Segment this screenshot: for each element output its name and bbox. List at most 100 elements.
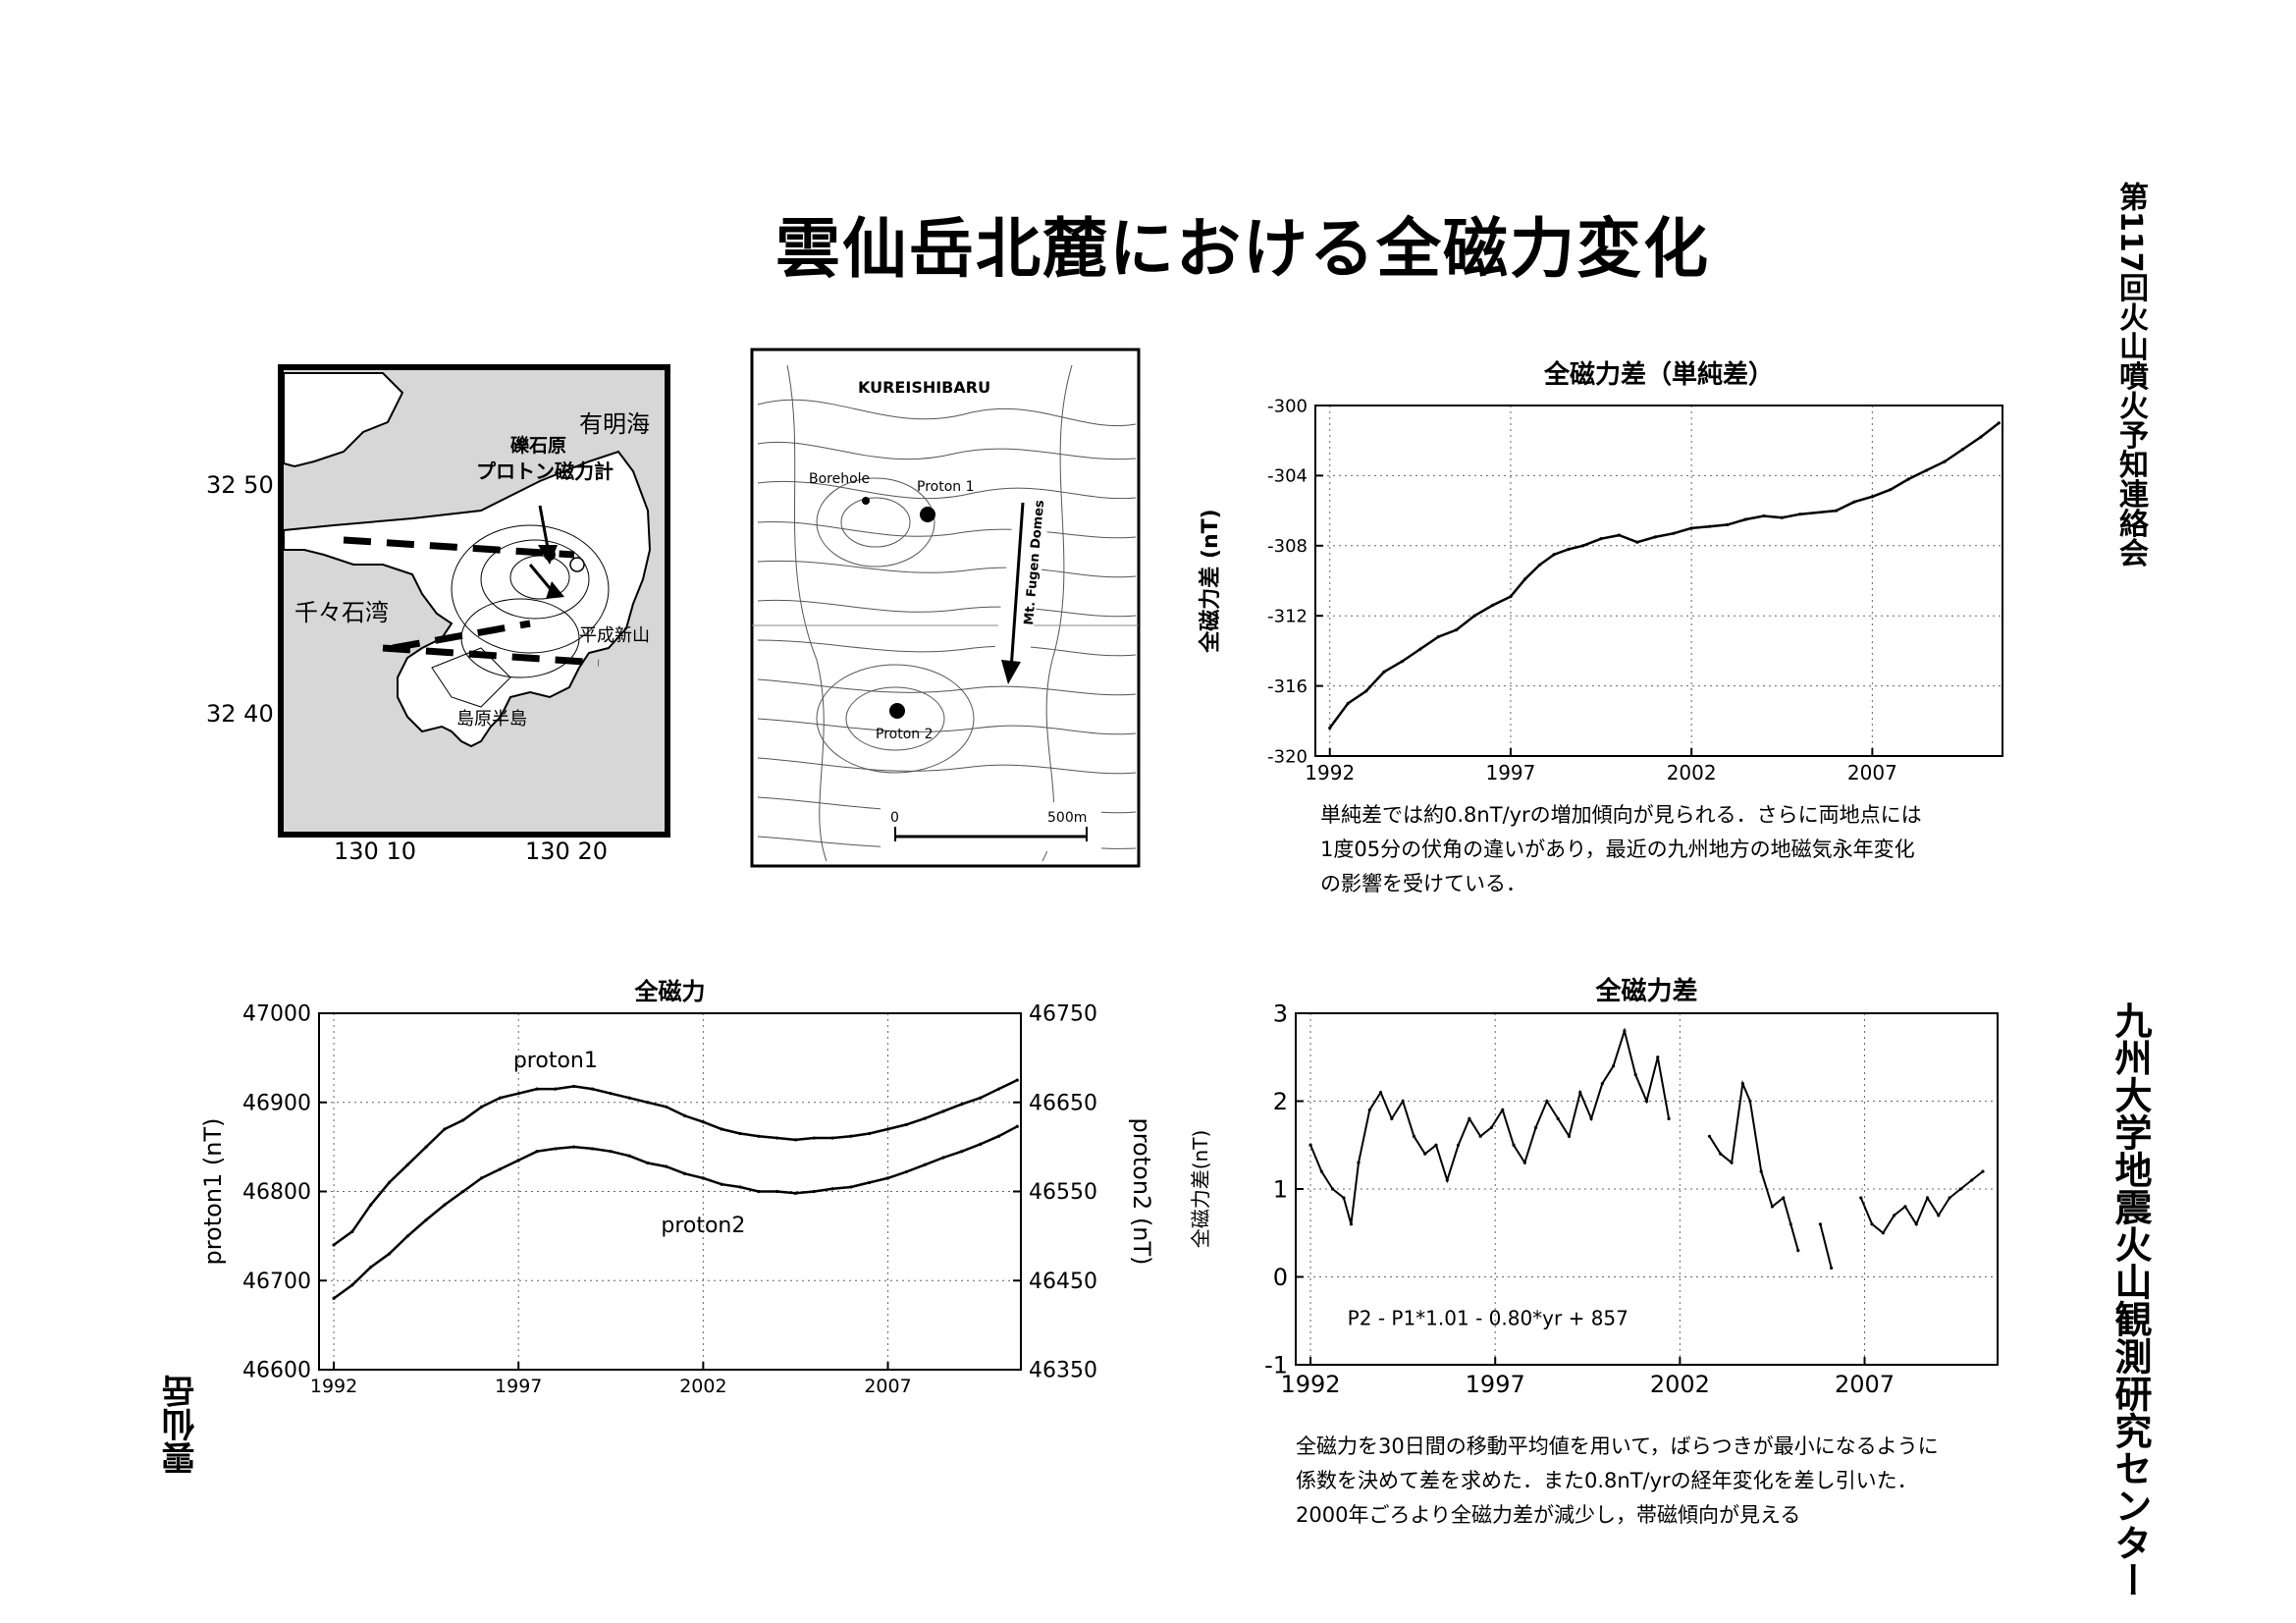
data-point — [1357, 1161, 1361, 1164]
data-point — [1331, 1187, 1335, 1191]
data-point — [1762, 514, 1766, 518]
y-axis-label: 全磁力差 (nT) — [1198, 509, 1223, 653]
y-tick-label: 46700 — [242, 1270, 311, 1294]
data-point — [1834, 509, 1839, 513]
area-label: KUREISHIBARU — [858, 378, 990, 397]
data-point — [369, 1203, 373, 1207]
data-point — [1522, 1161, 1526, 1164]
y-tick-label: -308 — [1267, 536, 1308, 557]
y-tick-label: -300 — [1267, 396, 1308, 416]
note-line: 1度05分の伏角の違いがあり，最近の九州地方の地磁気永年変化 — [1320, 838, 1915, 861]
data-point — [627, 1154, 631, 1158]
data-point — [1501, 1108, 1505, 1112]
data-point — [461, 1118, 465, 1122]
data-point — [554, 1147, 558, 1151]
y-tick-label: 46900 — [242, 1091, 311, 1115]
x-tick-label: 1997 — [1466, 1371, 1525, 1398]
data-point — [535, 1087, 539, 1091]
data-point — [1600, 1082, 1604, 1086]
data-point — [1578, 1090, 1582, 1095]
sea-label: 有明海 — [579, 410, 650, 438]
data-point — [665, 1164, 668, 1168]
data-point — [1423, 1152, 1427, 1156]
data-point — [1468, 1116, 1471, 1120]
data-point — [1759, 1169, 1763, 1173]
data-point — [443, 1127, 447, 1131]
data-point — [1545, 1099, 1549, 1104]
meeting-label: 第117回火山噴火予知連絡会 — [2113, 182, 2148, 568]
series-line-proton1 — [333, 1078, 1018, 1246]
data-point — [1903, 1205, 1907, 1209]
y2-tick-label: 46350 — [1029, 1359, 1097, 1383]
data-point — [572, 1145, 576, 1149]
data-point — [1743, 517, 1748, 521]
data-point — [885, 1176, 890, 1180]
x-tick-label: 2002 — [1667, 761, 1717, 784]
data-point — [1979, 435, 1983, 439]
data-point — [923, 1116, 927, 1120]
data-point — [1937, 1214, 1941, 1217]
data-point — [1623, 1029, 1627, 1033]
y2-axis-label: proton2 (nT) — [1128, 1117, 1155, 1265]
data-point — [904, 1169, 908, 1174]
y2-tick-label: 46750 — [1029, 1002, 1097, 1027]
x-tick-label: 2002 — [1650, 1371, 1710, 1398]
chart-title: 全磁力 — [634, 978, 706, 1005]
data-point — [1770, 1205, 1775, 1209]
site-label-2: プロトン磁力計 — [476, 460, 614, 483]
data-point — [498, 1167, 502, 1171]
data-point — [812, 1136, 816, 1140]
data-point — [885, 1127, 890, 1131]
y-tick-label: 0 — [1273, 1264, 1288, 1291]
data-point — [646, 1101, 650, 1105]
data-point — [516, 1092, 520, 1096]
data-point — [424, 1145, 428, 1149]
data-point — [1328, 726, 1332, 730]
data-point — [1719, 1152, 1723, 1156]
lat-tick: 32 40 — [206, 700, 274, 728]
y-tick-label: -320 — [1267, 746, 1308, 767]
data-point — [1512, 1143, 1516, 1147]
data-point — [1489, 1125, 1494, 1129]
data-point — [387, 1252, 392, 1256]
data-point — [405, 1234, 409, 1238]
x-tick-label: 1992 — [1281, 1371, 1341, 1398]
data-point — [923, 1163, 927, 1166]
y-tick-label: 3 — [1273, 1000, 1288, 1027]
data-point — [369, 1266, 373, 1270]
data-point — [1943, 460, 1947, 463]
data-point — [350, 1283, 354, 1287]
note-line: 全磁力を30日間の移動平均値を用いて，ばらつきが最小になるように — [1296, 1434, 1939, 1458]
note-corrected-difference: 全磁力を30日間の移動平均値を用いて，ばらつきが最小になるように 係数を決めて差… — [1296, 1430, 1939, 1533]
data-point — [830, 1136, 834, 1140]
data-point — [1412, 1134, 1416, 1138]
data-point — [1782, 1196, 1786, 1200]
data-point — [590, 1087, 595, 1091]
data-point — [1881, 1231, 1885, 1235]
data-point — [405, 1163, 409, 1166]
proton2-label: Proton 2 — [876, 727, 934, 742]
data-point — [1509, 594, 1513, 599]
data-point — [498, 1096, 502, 1100]
scale-start: 0 — [890, 810, 899, 826]
data-point — [1612, 1064, 1616, 1068]
y-tick-label: 47000 — [242, 1002, 311, 1027]
data-point — [479, 1176, 484, 1180]
data-point — [332, 1243, 336, 1247]
data-point — [757, 1189, 761, 1194]
data-point — [1644, 1099, 1649, 1104]
data-point — [1581, 544, 1585, 548]
data-point — [1378, 1090, 1383, 1095]
institution-label: 九州大学地震火山観測研究センター — [2109, 1001, 2152, 1598]
data-point — [868, 1131, 872, 1136]
data-point — [1400, 660, 1405, 664]
data-point — [665, 1105, 668, 1109]
data-point — [1436, 635, 1440, 639]
data-point — [1914, 1222, 1918, 1226]
bay-label: 千々石湾 — [294, 599, 389, 626]
data-point — [757, 1134, 761, 1138]
data-point — [941, 1109, 945, 1113]
data-point — [1390, 1116, 1394, 1120]
y-tick-label: -316 — [1267, 676, 1308, 697]
